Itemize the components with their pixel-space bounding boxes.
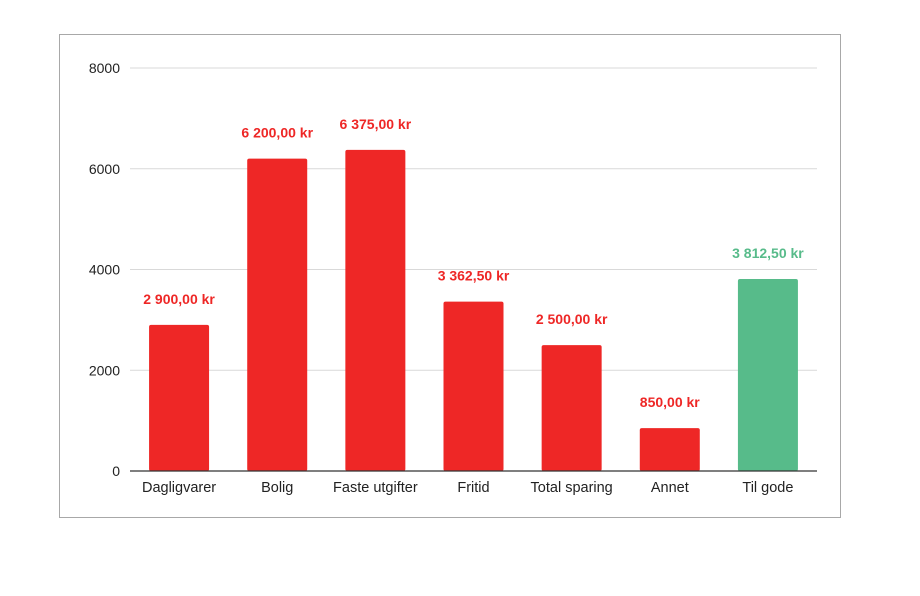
data-label: 6 375,00 kr [340, 116, 412, 132]
bar-bolig [247, 158, 308, 472]
chart-container: 0 2000 4000 6000 8000 2 900,00 kr 6 200,00 kr… [59, 34, 841, 518]
x-category-label: Annet [651, 480, 689, 496]
x-axis-categories: Dagligvarer Bolig Faste utgifter Fritid Tota… [142, 480, 793, 496]
x-category-label: Faste utgifter [333, 480, 418, 496]
bar-fritid [443, 301, 504, 471]
x-category-label: Til gode [742, 480, 793, 496]
y-tick-label: 2000 [89, 362, 120, 378]
data-label: 3 362,50 kr [438, 268, 510, 284]
x-category-label: Fritid [457, 480, 489, 496]
data-label: 2 900,00 kr [143, 291, 215, 307]
bar-faste-utgifter [345, 149, 406, 471]
x-category-label: Dagligvarer [142, 480, 216, 496]
bar-dagligvarer [149, 324, 210, 471]
y-tick-label: 4000 [89, 262, 120, 278]
data-label: 6 200,00 kr [241, 125, 313, 141]
x-category-label: Total sparing [531, 480, 613, 496]
y-tick-label: 0 [112, 463, 120, 479]
x-category-label: Bolig [261, 480, 293, 496]
bar-chart: 0 2000 4000 6000 8000 2 900,00 kr 6 200,00 kr… [89, 60, 817, 496]
data-label: 850,00 kr [640, 394, 700, 410]
data-label: 3 812,50 kr [732, 245, 804, 261]
bars [149, 149, 798, 472]
bar-total-sparing [541, 345, 602, 471]
y-tick-label: 8000 [89, 60, 120, 76]
data-label: 2 500,00 kr [536, 311, 608, 327]
y-axis-ticks: 0 2000 4000 6000 8000 [89, 60, 120, 479]
data-labels: 2 900,00 kr 6 200,00 kr 6 375,00 kr 3 362,5… [143, 116, 804, 410]
bar-annet [639, 428, 700, 471]
bar-til-gode [737, 278, 798, 471]
y-tick-label: 6000 [89, 161, 120, 177]
